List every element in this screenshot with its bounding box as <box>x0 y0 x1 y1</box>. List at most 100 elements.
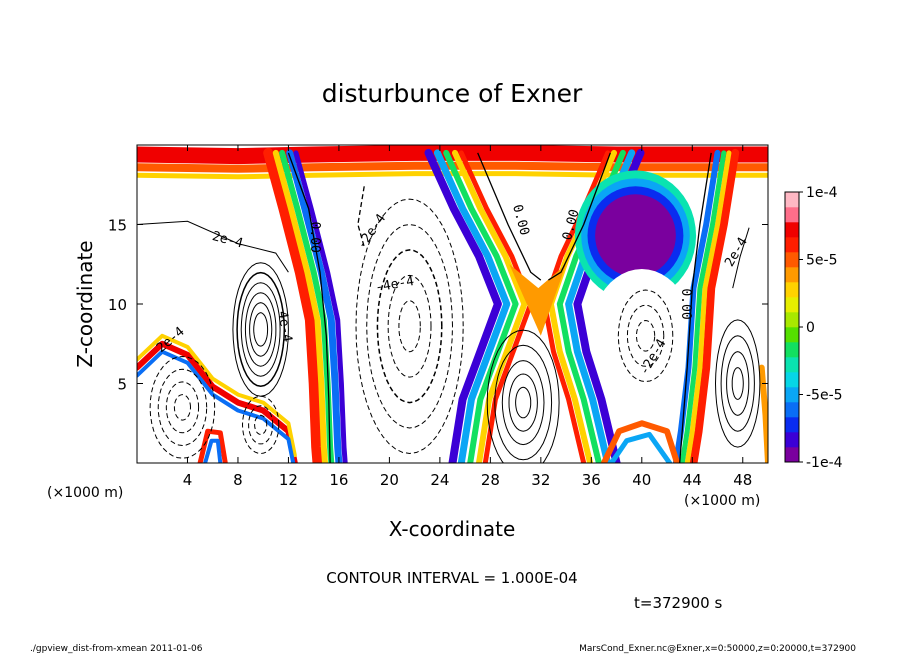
contour-label: 4e-4 <box>274 310 294 344</box>
contour-label-text: 4e-4 <box>274 310 294 344</box>
y-tick-label: 15 <box>108 217 127 235</box>
contour-band <box>286 149 343 463</box>
contour-label-text: 0.00 <box>678 288 693 319</box>
colorbar-swatch <box>785 192 799 208</box>
contour-band <box>137 145 768 165</box>
contour-line <box>486 329 560 463</box>
y-axis-label: Z-coordinate <box>73 240 97 367</box>
x-axis-unit-left: (×1000 m) <box>47 485 123 501</box>
colorbar-swatch <box>785 207 799 223</box>
contour-band <box>679 150 727 463</box>
colorbar-swatch <box>785 342 799 358</box>
contour-line <box>626 304 665 367</box>
x-tick-label: 20 <box>380 471 399 489</box>
colorbar-tick-label: -1e-4 <box>806 455 843 471</box>
colorbar-swatch <box>785 312 799 328</box>
contour-line <box>249 302 273 357</box>
contour-line <box>515 386 532 419</box>
x-tick-label: 40 <box>632 471 651 489</box>
x-tick-label: 4 <box>183 471 193 489</box>
colorbar-tick-label: 0 <box>806 320 815 336</box>
contour-line <box>508 373 538 432</box>
contour-line <box>477 152 542 281</box>
contour-line <box>366 223 453 429</box>
contour-line <box>244 292 277 367</box>
contour-line <box>253 312 269 347</box>
x-tick-label: 32 <box>531 471 550 489</box>
contour-line <box>726 351 750 416</box>
colorbar-tick-label: 1e-4 <box>806 185 838 201</box>
contour-label: 0.00 <box>307 222 322 253</box>
x-tick-label: 8 <box>233 471 243 489</box>
contour-line <box>720 335 755 432</box>
contour-line <box>149 355 216 459</box>
colorbar-swatch <box>785 402 799 418</box>
contour-line <box>732 227 750 289</box>
contour-line <box>241 395 280 455</box>
contour-band <box>424 148 502 463</box>
contour-line <box>501 360 545 446</box>
colorbar-swatch <box>785 282 799 298</box>
contour-line <box>236 271 286 387</box>
contour-band <box>609 431 673 463</box>
contour-band <box>203 438 223 463</box>
colorbar-tick-label: 5e-5 <box>806 253 837 269</box>
x-axis: 4 8 12 16 20 24 28 32 36 40 44 48 <box>183 145 752 489</box>
contour-band <box>293 150 348 463</box>
contour-band <box>272 149 328 463</box>
colorbar-swatch <box>785 297 799 313</box>
x-tick-label: 28 <box>481 471 500 489</box>
x-tick-label: 48 <box>733 471 752 489</box>
contour-band <box>433 149 511 463</box>
x-axis-label: X-coordinate <box>389 517 516 541</box>
x-tick-label: 24 <box>430 471 449 489</box>
contour-line <box>357 186 365 247</box>
y-tick-label: 5 <box>117 376 127 394</box>
contour-interval-text: CONTOUR INTERVAL = 1.000E-04 <box>326 569 577 587</box>
contour-band <box>137 340 298 463</box>
contour-fill-layer <box>137 145 768 463</box>
colorbar-ticks: 1e-4 5e-5 0 -5e-5 -1e-4 <box>799 185 843 471</box>
contour-line <box>287 152 331 463</box>
y-axis: 5 10 15 <box>108 217 768 394</box>
contour-band <box>263 147 323 463</box>
footer-left: ./gpview_dist-from-xmean 2011-01-06 <box>30 644 203 654</box>
contour-band <box>689 148 740 463</box>
x-tick-label: 16 <box>329 471 348 489</box>
contour-band <box>509 264 567 336</box>
colorbar-swatch <box>785 432 799 448</box>
contour-line <box>240 282 281 377</box>
colorbar <box>784 191 800 463</box>
colorbar-swatch <box>785 447 799 463</box>
colorbar-swatch <box>785 222 799 238</box>
colorbar-tick-label: -5e-5 <box>806 388 843 404</box>
colorbar-swatch <box>785 237 799 253</box>
contour-line <box>617 289 674 383</box>
colorbar-swatch <box>785 417 799 433</box>
colorbar-swatch <box>785 267 799 283</box>
contour-line <box>731 367 744 400</box>
colorbar-swatch <box>785 357 799 373</box>
contour-band <box>452 149 528 463</box>
contour-label-text: 0.00 <box>307 222 322 253</box>
footer-right: MarsCond_Exner.nc@Exner,x=0:50000,z=0:20… <box>579 644 856 654</box>
contour-line <box>376 249 443 404</box>
contour-line <box>254 414 268 435</box>
colorbar-swatch <box>785 387 799 403</box>
contour-band <box>137 349 296 463</box>
y-tick-label: 10 <box>108 296 127 314</box>
x-tick-label: 44 <box>683 471 702 489</box>
contour-label: 0.00 <box>678 288 693 319</box>
x-tick-label: 12 <box>279 471 298 489</box>
contour-line <box>548 152 611 281</box>
contour-band <box>672 149 721 463</box>
x-axis-unit-right: (×1000 m) <box>684 493 760 509</box>
colorbar-swatch <box>785 372 799 388</box>
contour-line <box>398 300 421 353</box>
contour-band <box>590 269 694 403</box>
contour-line-layer <box>137 152 761 463</box>
chart-title: disturbunce of Exner <box>322 79 583 108</box>
contour-line <box>173 394 191 421</box>
colorbar-swatch <box>785 327 799 343</box>
